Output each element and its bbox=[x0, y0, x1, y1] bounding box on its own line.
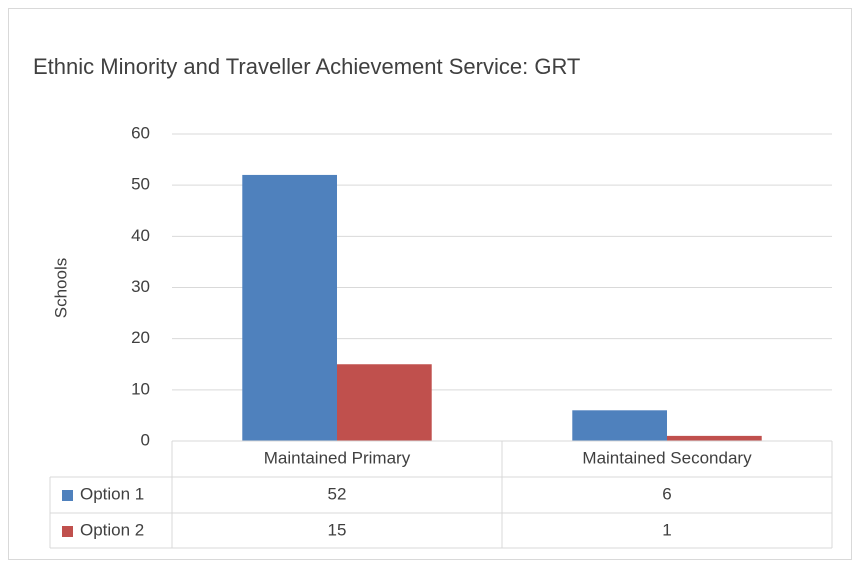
y-tick-label: 20 bbox=[131, 328, 150, 347]
bar bbox=[572, 410, 667, 441]
y-tick-label: 10 bbox=[131, 379, 150, 398]
legend-label: Option 1 bbox=[80, 484, 144, 503]
x-tick-label: Maintained Primary bbox=[264, 448, 411, 467]
y-tick-label: 60 bbox=[131, 123, 150, 142]
chart-title: Ethnic Minority and Traveller Achievemen… bbox=[33, 54, 580, 79]
chart-border bbox=[8, 8, 852, 560]
y-axis-label: Schools bbox=[51, 258, 70, 318]
y-tick-label: 0 bbox=[141, 430, 150, 449]
legend-label: Option 2 bbox=[80, 520, 144, 539]
data-label: 6 bbox=[662, 484, 671, 503]
legend-swatch bbox=[62, 526, 73, 537]
y-tick-label: 30 bbox=[131, 277, 150, 296]
data-label: 15 bbox=[328, 520, 347, 539]
data-label: 52 bbox=[328, 484, 347, 503]
data-label: 1 bbox=[662, 520, 671, 539]
bar bbox=[242, 174, 337, 441]
bar bbox=[667, 435, 762, 441]
legend-swatch bbox=[62, 490, 73, 501]
x-tick-label: Maintained Secondary bbox=[582, 448, 752, 467]
bar bbox=[337, 364, 432, 441]
y-tick-label: 40 bbox=[131, 226, 150, 245]
y-tick-label: 50 bbox=[131, 175, 150, 194]
